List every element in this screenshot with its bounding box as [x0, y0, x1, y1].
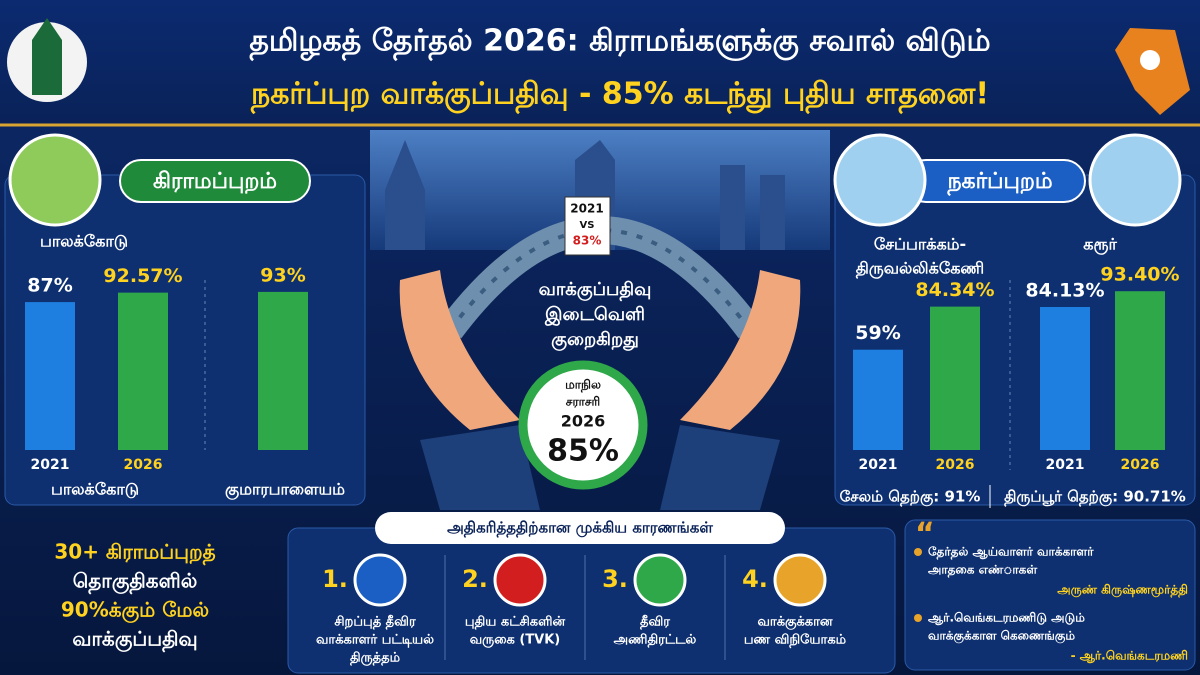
reason-text: வாக்காளர் பட்டியல்	[316, 633, 434, 648]
bar	[258, 291, 308, 450]
reason-number: 3.	[602, 565, 628, 593]
value-label: 84.34%	[915, 279, 994, 301]
quote-text: அாதகை எண்ாகள்	[928, 563, 1037, 578]
place-name: பாலக்கோடு	[51, 480, 139, 499]
quote-author: - ஆர்.வெங்கடரமணி	[1071, 649, 1189, 664]
quote-mark: “	[915, 517, 935, 552]
quotes-list: தேர்தல் ஆய்வாளர் வாக்காளர் அாதகை எண்ாகள் அ…	[914, 545, 1188, 664]
reason-icon	[493, 553, 547, 607]
badge-value: 83%	[573, 234, 602, 248]
bar-groups: பாலக்கோடு 87% 2021 92.57% 2026 குமாரபாளையம் 93…	[25, 235, 1180, 501]
quote-text: ஆர்.வெங்கடரமணிடு அடும்	[928, 611, 1085, 626]
quote-author: அருண் கிருஷ்ணமூர்த்தி	[1057, 583, 1188, 598]
bullet	[914, 614, 922, 622]
reason-number: 2.	[462, 565, 488, 593]
rural-icon	[8, 133, 102, 227]
year-label: 2026	[1121, 457, 1160, 473]
reason-text: தீவிர	[640, 614, 670, 630]
bar	[1040, 306, 1090, 450]
bar	[118, 292, 168, 450]
rural-heading-pill	[119, 159, 311, 203]
reason-text: வாக்குக்கான	[757, 615, 832, 630]
reason-text: சிறப்புத் தீவிர	[334, 614, 416, 630]
buildings	[385, 140, 785, 250]
header-band	[0, 0, 1200, 125]
reasons-title: அதிகரித்ததிற்கான முக்கிய காரணங்கள்	[447, 519, 713, 538]
bullet	[914, 548, 922, 556]
title-line2: நகர்ப்புற வாக்குப்பதிவு - 85% கடந்து புத…	[250, 77, 989, 115]
value-label: 87%	[27, 275, 72, 297]
reason-text: வருகை (TVK)	[470, 633, 561, 648]
reason-text: அணிதிரட்டல்	[614, 633, 697, 648]
value-label: 93%	[260, 264, 305, 286]
gap-text: வாக்குப்பதிவு	[539, 279, 652, 302]
bar	[930, 306, 980, 450]
value-label: 84.13%	[1025, 279, 1104, 301]
year-label: 2021	[31, 457, 70, 473]
reason-icon	[353, 553, 407, 607]
bar	[853, 349, 903, 450]
place-name: திருவல்லிக்கேணி	[856, 259, 984, 279]
rural-note: தொகுதிகளில்	[73, 569, 198, 595]
quote-text: வாக்குக்காள கெணைங்கும்	[928, 629, 1075, 644]
place-name: சேப்பாக்கம்-	[874, 235, 966, 254]
right-sleeve	[660, 425, 780, 510]
bar	[25, 302, 75, 450]
badge-year: 2021	[570, 202, 603, 216]
right-hand	[680, 270, 801, 430]
rural-top-place: பாலக்கோடு	[40, 232, 128, 251]
average-label: சராசரி	[566, 395, 600, 409]
reasons-list: 1. சிறப்புத் தீவிர வாக்காளர் பட்டியல் திருத…	[316, 553, 847, 666]
reason-number: 4.	[742, 565, 768, 593]
quote-text: தேர்தல் ஆய்வாளர் வாக்காளர்	[928, 545, 1094, 560]
flag-wheel	[1140, 50, 1160, 70]
bar	[1115, 291, 1165, 450]
urban-heading: நகர்ப்புறம்	[946, 169, 1052, 196]
badge	[564, 196, 611, 256]
average-year: 2026	[561, 412, 606, 431]
year-label: 2026	[936, 457, 975, 473]
reason-text: புதிய கட்சிகளின்	[465, 615, 566, 630]
emblem-tower	[32, 18, 62, 95]
value-label: 59%	[855, 322, 900, 344]
reason-icon	[633, 553, 687, 607]
reason-number: 1.	[322, 565, 348, 593]
badge-vs: VS	[580, 220, 595, 231]
rural-heading: கிராமப்புறம்	[153, 169, 277, 194]
urban-icon	[833, 133, 927, 227]
phone-icon	[1088, 133, 1182, 227]
footnote: சேலம் தெற்கு: 91%	[840, 488, 981, 507]
footnote: திருப்பூர் தெற்கு: 90.71%	[1004, 488, 1186, 507]
rural-note: 90%க்கும் மேல்	[61, 598, 209, 624]
year-label: 2026	[124, 457, 163, 473]
average-label: மாநில	[565, 378, 601, 393]
title-line1: தமிழகத் தேர்தல் 2026: கிராமங்களுக்கு சவா…	[249, 24, 990, 62]
left-hand	[399, 270, 520, 430]
left-sleeve	[420, 425, 540, 510]
gap-text: குறைகிறது	[551, 329, 639, 351]
gap-text: இடைவெளி	[544, 304, 645, 325]
quotes-panel	[904, 519, 1196, 671]
average-value: 85%	[547, 434, 619, 469]
reasons-title-pill	[375, 512, 785, 544]
rural-note: 30+ கிராமப்புறத்	[54, 540, 215, 566]
reason-text: திருத்தம்	[350, 651, 401, 666]
rural-note: வாக்குப்பதிவு	[72, 627, 197, 653]
average-ring	[518, 360, 648, 490]
reason-icon	[773, 553, 827, 607]
place-name: குமாரபாளையம்	[225, 480, 345, 501]
place-name: கரூர்	[1083, 235, 1117, 255]
value-label: 92.57%	[103, 265, 182, 287]
value-label: 93.40%	[1100, 264, 1179, 286]
year-label: 2021	[1046, 457, 1085, 473]
reason-text: பண விநியோகம்	[744, 633, 847, 648]
tn-map	[1115, 28, 1190, 115]
year-label: 2021	[859, 457, 898, 473]
